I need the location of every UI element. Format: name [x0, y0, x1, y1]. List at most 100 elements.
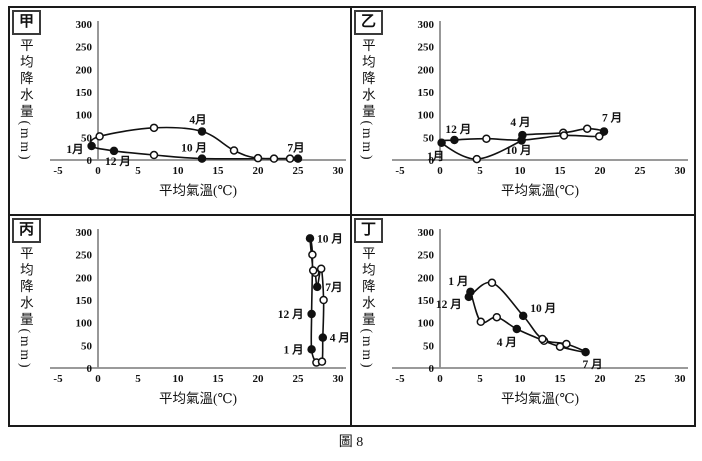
y-axis-title: 平均降水量(mm) [359, 246, 375, 371]
svg-text:300: 300 [418, 19, 435, 31]
climograph-jia: -5 0 5 10 15 20 25 300501001502002503001月4月7月10… [50, 19, 346, 177]
svg-text:10 月: 10 月 [181, 142, 207, 155]
x-axis-title: 平均氣溫(℃) [500, 391, 580, 406]
svg-text:0: 0 [437, 165, 443, 177]
svg-text:25: 25 [635, 373, 647, 385]
svg-text:7月: 7月 [287, 142, 304, 155]
svg-text:250: 250 [76, 42, 93, 54]
svg-text:12 月: 12 月 [436, 298, 462, 311]
svg-text:30: 30 [675, 373, 687, 385]
svg-text:250: 250 [76, 250, 93, 262]
svg-text:25: 25 [635, 165, 647, 177]
svg-text:200: 200 [418, 64, 435, 76]
chart-panel-jia: 甲 平均降水量(mm) -5 0 5 10 15 20 25 30 0 50 100 150 200 25… [10, 8, 352, 216]
svg-text:200: 200 [76, 64, 93, 76]
svg-text:10 月: 10 月 [317, 232, 343, 245]
svg-text:12 月: 12 月 [105, 155, 131, 168]
svg-text:7 月: 7 月 [583, 358, 603, 371]
svg-text:150: 150 [418, 295, 435, 307]
svg-text:50: 50 [423, 340, 435, 352]
svg-text:0: 0 [429, 155, 435, 167]
svg-text:200: 200 [76, 272, 93, 284]
y-axis-title: 平均降水量(mm) [17, 246, 33, 371]
svg-text:5: 5 [477, 373, 483, 385]
svg-text:150: 150 [76, 87, 93, 99]
chart-panel-ding: 丁 平均降水量(mm) -5 0 5 10 15 20 25 30 0 50 100 150 200 25… [352, 216, 694, 425]
figure-grid: 甲 平均降水量(mm) -5 0 5 10 15 20 25 30 0 50 100 150 200 25… [8, 6, 696, 427]
svg-text:100: 100 [76, 318, 93, 330]
svg-text:1月: 1月 [66, 143, 83, 156]
svg-text:-5: -5 [395, 373, 405, 385]
svg-text:1 月: 1 月 [448, 275, 468, 288]
svg-text:10: 10 [173, 373, 185, 385]
svg-text:200: 200 [418, 272, 435, 284]
svg-text:0: 0 [95, 165, 101, 177]
svg-text:-5: -5 [395, 165, 405, 177]
svg-text:30: 30 [333, 373, 345, 385]
svg-text:-5: -5 [53, 373, 63, 385]
svg-text:0: 0 [87, 155, 93, 167]
panel-label-ding: 丁 [354, 218, 384, 243]
svg-text:15: 15 [555, 165, 567, 177]
svg-text:100: 100 [76, 110, 93, 122]
svg-text:25: 25 [293, 373, 305, 385]
panel-label-jia: 甲 [12, 10, 42, 35]
svg-text:150: 150 [76, 295, 93, 307]
svg-text:100: 100 [418, 110, 435, 122]
panel-label-yi: 乙 [354, 10, 384, 35]
svg-text:30: 30 [333, 165, 345, 177]
svg-text:20: 20 [253, 165, 265, 177]
svg-text:300: 300 [76, 227, 93, 239]
svg-text:0: 0 [87, 363, 93, 375]
svg-text:0: 0 [95, 373, 101, 385]
svg-text:300: 300 [76, 19, 93, 31]
svg-text:20: 20 [595, 373, 607, 385]
x-axis-title: 平均氣溫(℃) [158, 183, 238, 198]
svg-text:12 月: 12 月 [278, 308, 304, 321]
svg-text:15: 15 [213, 373, 225, 385]
svg-text:10: 10 [515, 373, 527, 385]
svg-text:15: 15 [555, 373, 567, 385]
panel-label-bing: 丙 [12, 218, 42, 243]
svg-text:1 月: 1 月 [283, 343, 303, 356]
svg-text:4 月: 4 月 [497, 336, 517, 349]
svg-text:4 月: 4 月 [510, 116, 530, 129]
svg-text:20: 20 [253, 373, 265, 385]
svg-text:5: 5 [135, 165, 141, 177]
svg-text:300: 300 [418, 227, 435, 239]
svg-text:10: 10 [515, 165, 527, 177]
svg-text:250: 250 [418, 250, 435, 262]
svg-text:30: 30 [675, 165, 687, 177]
svg-text:15: 15 [213, 165, 225, 177]
svg-text:50: 50 [423, 132, 435, 144]
svg-text:12 月: 12 月 [445, 123, 471, 136]
svg-text:10 月: 10 月 [530, 302, 556, 315]
y-axis-title: 平均降水量(mm) [359, 38, 375, 163]
svg-text:4月: 4月 [189, 113, 206, 126]
svg-text:7 月: 7 月 [602, 111, 622, 124]
svg-text:4 月: 4 月 [330, 332, 350, 345]
svg-text:5: 5 [477, 165, 483, 177]
svg-text:10: 10 [173, 165, 185, 177]
svg-text:50: 50 [81, 132, 93, 144]
svg-text:1月: 1月 [427, 150, 444, 163]
svg-text:0: 0 [437, 373, 443, 385]
x-axis-title: 平均氣溫(℃) [158, 391, 238, 406]
svg-text:20: 20 [595, 165, 607, 177]
svg-text:10 月: 10 月 [506, 144, 532, 157]
svg-text:5: 5 [135, 373, 141, 385]
y-axis-title: 平均降水量(mm) [17, 38, 33, 163]
svg-text:250: 250 [418, 42, 435, 54]
chart-panel-bing: 丙 平均降水量(mm) -5 0 5 10 15 20 25 30 0 50 100 150 200 25… [10, 216, 352, 425]
chart-panel-yi: 乙 平均降水量(mm) -5 0 5 10 15 20 25 30 0 50 100 150 200 25… [352, 8, 694, 216]
figure-caption: 圖 8 [338, 435, 364, 450]
x-axis-title: 平均氣溫(℃) [500, 183, 580, 198]
svg-text:150: 150 [418, 87, 435, 99]
svg-text:-5: -5 [53, 165, 63, 177]
svg-text:100: 100 [418, 318, 435, 330]
svg-text:0: 0 [429, 363, 435, 375]
svg-text:7月: 7月 [325, 281, 342, 294]
